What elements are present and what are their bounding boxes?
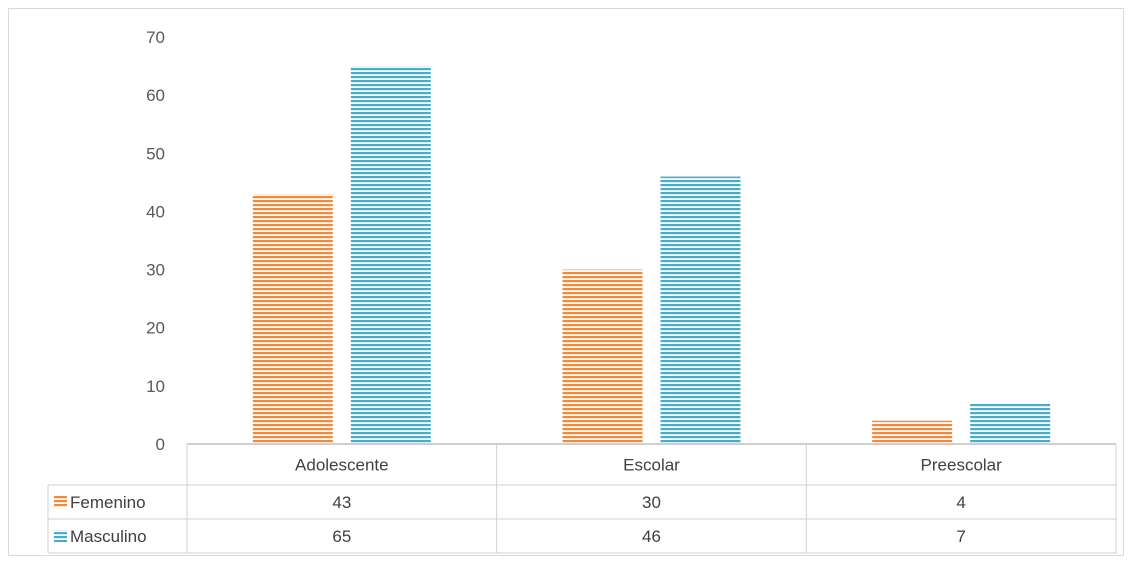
- table-cell-value: 4: [956, 493, 965, 512]
- table-cell-value: 65: [332, 527, 351, 546]
- y-tick-label: 70: [146, 28, 165, 47]
- legend-label-masculino: Masculino: [70, 527, 147, 546]
- table-category-label: Adolescente: [295, 456, 389, 475]
- bar-femenino-escolar: [562, 269, 643, 444]
- y-tick-label: 60: [146, 86, 165, 105]
- legend-swatch-masculino: [54, 530, 67, 542]
- y-tick-label: 50: [146, 144, 165, 163]
- legend-swatch-femenino: [54, 496, 67, 508]
- bar-masculino-escolar: [660, 176, 741, 445]
- bars: [187, 66, 1116, 445]
- bar-femenino-preescolar: [872, 420, 953, 444]
- bar-masculino-adolescente: [350, 66, 431, 445]
- y-tick-label: 30: [146, 261, 165, 280]
- y-tick-label: 20: [146, 319, 165, 338]
- table-cell-value: 46: [642, 527, 661, 546]
- y-tick-label: 0: [156, 435, 165, 454]
- y-axis-ticks: 0 10 20 30 40 50 60 70: [146, 28, 165, 454]
- y-tick-label: 40: [146, 202, 165, 221]
- bar-femenino-adolescente: [252, 193, 333, 444]
- table-category-label: Preescolar: [921, 456, 1003, 475]
- bar-masculino-preescolar: [970, 403, 1051, 444]
- table-cell-value: 30: [642, 493, 661, 512]
- legend-label-femenino: Femenino: [70, 493, 146, 512]
- table-category-label: Escolar: [623, 456, 680, 475]
- table-cell-value: 7: [956, 527, 965, 546]
- data-table: Adolescente Escolar Preescolar Femenino 43 30…: [47, 444, 1117, 554]
- y-tick-label: 10: [146, 377, 165, 396]
- table-cell-value: 43: [332, 493, 351, 512]
